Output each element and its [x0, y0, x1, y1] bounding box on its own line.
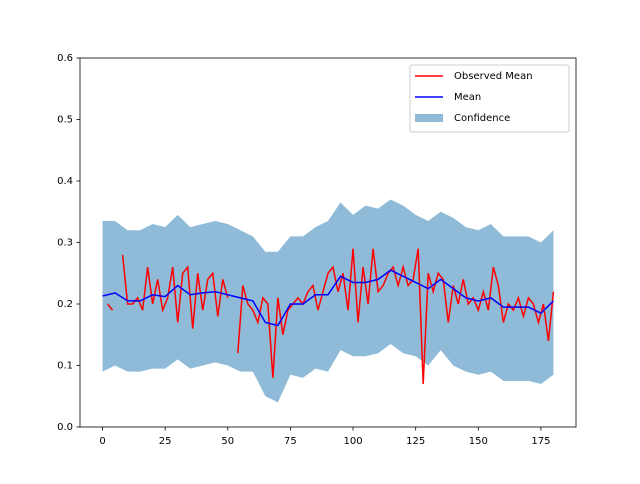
data-line [102, 269, 554, 327]
y-tick-label: 0.4 [57, 176, 73, 187]
x-tick-label: 125 [406, 436, 425, 447]
x-tick-label: 175 [531, 436, 550, 447]
x-tick-label: 150 [469, 436, 488, 447]
legend-box [409, 64, 570, 133]
legend-swatch [415, 114, 443, 122]
confidence-area [102, 199, 554, 403]
x-tick-label: 75 [284, 436, 297, 447]
y-tick-label: 0.2 [57, 299, 73, 310]
x-tick-label: 50 [221, 436, 234, 447]
y-tick-label: 0.5 [57, 115, 73, 126]
legend-label: Confidence [454, 113, 510, 124]
y-tick-label: 0.3 [57, 238, 73, 249]
legend-label: Observed Mean [454, 71, 533, 82]
y-tick-label: 0.1 [57, 361, 73, 372]
y-tick-label: 0.6 [57, 53, 73, 64]
legend-label: Mean [454, 92, 481, 103]
data-line [106, 248, 555, 384]
x-tick-label: 100 [344, 436, 363, 447]
y-tick-label: 0.0 [57, 422, 73, 433]
x-tick-label: 25 [159, 436, 172, 447]
x-tick-label: 0 [99, 436, 105, 447]
